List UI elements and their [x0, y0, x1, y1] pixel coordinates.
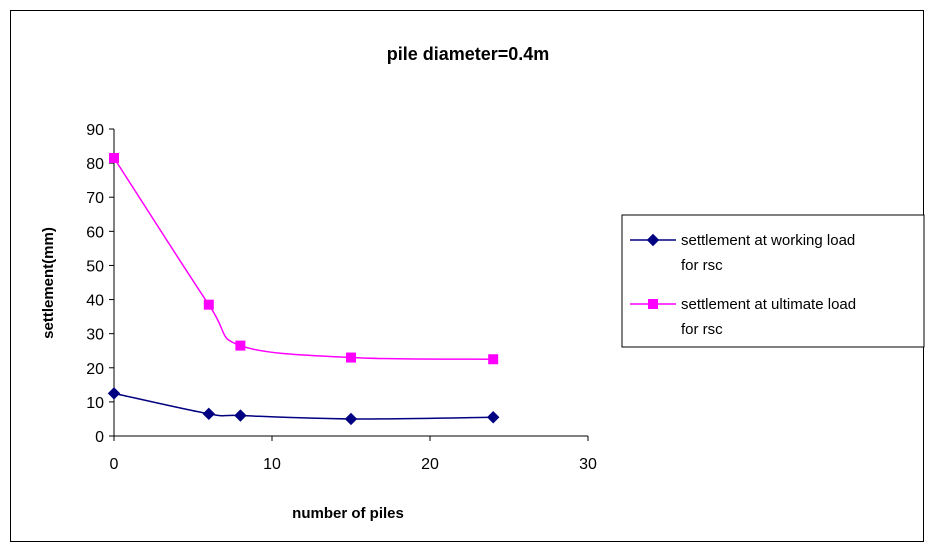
x-tick-label: 30 [579, 456, 597, 473]
legend-swatch-marker [648, 299, 658, 309]
data-point [344, 412, 358, 426]
data-point [235, 340, 246, 351]
y-tick-label: 10 [86, 395, 104, 412]
y-tick-label: 90 [86, 122, 104, 139]
plot-area [107, 152, 500, 426]
y-tick-label: 40 [86, 293, 104, 310]
x-tick-label: 0 [110, 456, 119, 473]
legend: settlement at working load for rsc settlem… [621, 214, 925, 348]
chart-title: pile diameter=0.4m [387, 44, 550, 64]
y-tick-label: 70 [86, 190, 104, 207]
legend-label-line2: for rsc [681, 321, 723, 338]
data-point [109, 152, 119, 163]
x-tick-label: 20 [421, 456, 439, 473]
axes: 0 10 20 30 40 50 60 70 80 90 0 10 20 30 [86, 122, 597, 473]
x-tick-label: 10 [263, 456, 281, 473]
y-tick-label: 30 [86, 327, 104, 344]
data-point [346, 352, 356, 363]
series-ultimate-load [109, 152, 499, 365]
y-tick-label: 20 [86, 361, 104, 378]
legend-swatch-marker [646, 233, 660, 247]
series-line [113, 157, 494, 360]
legend-label-line1: settlement at ultimate load [681, 296, 856, 313]
y-tick-label: 0 [95, 429, 104, 446]
y-axis-title: settlement(mm) [40, 227, 57, 339]
data-point [107, 387, 121, 400]
data-point [202, 407, 216, 421]
series-line [113, 392, 494, 420]
legend-box [621, 214, 925, 348]
series-working-load [107, 387, 500, 426]
y-tick-label: 60 [86, 224, 104, 241]
data-point [234, 409, 247, 422]
x-axis-title: number of piles [292, 505, 404, 522]
data-point [486, 411, 500, 424]
legend-label-line1: settlement at working load [681, 232, 855, 249]
legend-label-line2: for rsc [681, 257, 723, 274]
y-tick-label: 50 [86, 258, 104, 275]
y-tick-label: 80 [86, 156, 104, 173]
data-point [488, 354, 499, 365]
data-point [203, 299, 214, 310]
